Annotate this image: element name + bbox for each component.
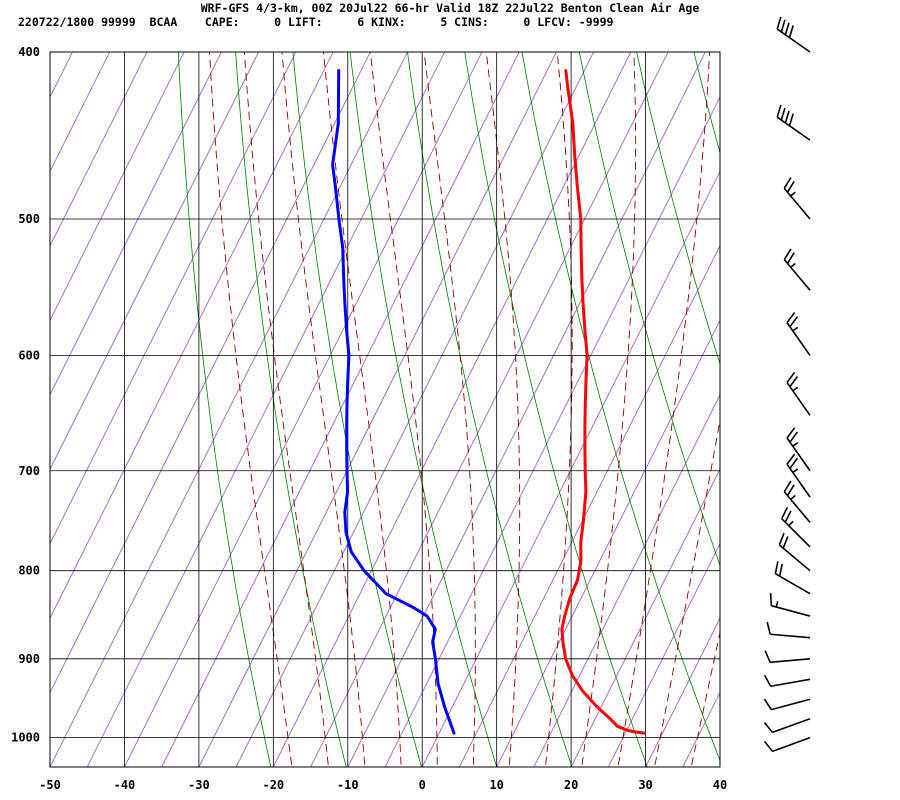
- isotherm-line: [347, 52, 706, 767]
- y-tick-label: 800: [18, 564, 40, 578]
- series-lines: [331, 69, 646, 735]
- y-tick-label: 700: [18, 464, 40, 478]
- x-tick-label: -40: [114, 778, 136, 792]
- isotherm-line: [757, 52, 900, 767]
- y-tick-label: 600: [18, 348, 40, 362]
- moist-adiabat-line: [369, 52, 438, 767]
- wind-barb: [774, 561, 811, 595]
- x-tick-label: -30: [188, 778, 210, 792]
- y-tick-label: 1000: [11, 731, 40, 745]
- dry-adiabat-line: [636, 52, 720, 366]
- wind-barb: [783, 177, 811, 220]
- isotherm-line: [421, 170, 720, 767]
- wind-barb: [786, 453, 811, 498]
- dry-adiabat-line: [798, 14, 900, 775]
- wind-barb: [763, 674, 811, 688]
- moist-adiabat-line: [544, 52, 573, 767]
- wind-barb: [783, 480, 811, 523]
- wind-barb: [763, 717, 811, 734]
- y-tick-label: 900: [18, 652, 40, 666]
- isotherm-line: [50, 52, 222, 396]
- wind-barb: [781, 506, 811, 548]
- wind-barb: [776, 104, 811, 141]
- dry-adiabat-line: [464, 52, 648, 767]
- isotherm-line: [459, 244, 720, 767]
- x-tick-label: -10: [337, 778, 359, 792]
- x-tick-label: -50: [39, 778, 61, 792]
- isotherm-line: [607, 542, 720, 767]
- plot-frame: [49, 51, 721, 768]
- moist-adiabat-line: [281, 52, 366, 767]
- wind-barb: [763, 698, 811, 711]
- isotherm-line: [86, 52, 446, 767]
- x-tick-label: 10: [489, 778, 503, 792]
- temperature-line: [560, 69, 646, 735]
- y-tick-label: 500: [18, 212, 40, 226]
- isotherm-line: [645, 617, 720, 767]
- isotherm-line: [272, 52, 632, 767]
- x-tick-label: 20: [564, 778, 578, 792]
- wind-barb: [776, 16, 811, 53]
- chart-title: WRF-GFS 4/3-km, 00Z 20Jul22 66-hr Valid …: [200, 1, 700, 15]
- isotherm-line: [719, 766, 720, 767]
- moist-adiabat-line: [323, 52, 402, 767]
- isotherm-line: [50, 52, 297, 545]
- moist-adiabat-line: [690, 630, 720, 767]
- sounding-indices: 220722/1800 99999 BCAA CAPE: 0 LIFT: 6 K…: [18, 15, 614, 29]
- wind-barb: [783, 248, 811, 291]
- dry-adiabat-line: [235, 52, 347, 767]
- x-tick-label: 40: [713, 778, 727, 792]
- isotherm-line: [570, 468, 720, 767]
- wind-barb: [763, 736, 811, 753]
- dry-adiabat-line: [177, 52, 272, 767]
- moist-adiabat-line: [485, 52, 521, 767]
- moist-adiabat-line: [243, 52, 329, 767]
- moist-adiabat-line: [617, 52, 711, 767]
- wind-barb: [786, 371, 811, 416]
- dry-adiabat-line: [741, 14, 900, 775]
- wind-barb: [764, 650, 811, 664]
- isotherm-line: [50, 52, 148, 247]
- dry-adiabat-line: [292, 52, 422, 767]
- moist-adiabat-line: [726, 14, 900, 778]
- background-lines: [50, 14, 900, 778]
- x-tick-label: 0: [419, 778, 426, 792]
- isotherm-line: [50, 52, 371, 694]
- dry-adiabat-line: [578, 52, 720, 567]
- dry-adiabat-line: [521, 52, 720, 762]
- moist-adiabat-line: [209, 52, 293, 767]
- isotherm-line: [310, 52, 669, 767]
- wind-barb: [766, 621, 811, 639]
- moist-adiabat-line: [423, 52, 476, 767]
- wind-barb: [786, 427, 811, 472]
- isotherm-line: [50, 52, 408, 767]
- isotherm-line: [198, 52, 557, 767]
- grid-lines: [50, 52, 720, 767]
- dry-adiabat-line: [407, 52, 573, 767]
- isotherm-line: [496, 319, 720, 767]
- isotherm-line: [533, 393, 720, 767]
- isotherm-line: [794, 52, 900, 767]
- y-tick-label: 400: [18, 45, 40, 59]
- isotherm-line: [384, 96, 720, 767]
- wind-barb: [778, 532, 811, 572]
- axis-ticks: -50 -40 -30 -20 -10 0 10 20 30 40 400 500 600 700 800 9…: [11, 45, 727, 792]
- dry-adiabat-line: [854, 14, 900, 775]
- x-tick-label: 30: [638, 778, 652, 792]
- wind-barbs: [763, 16, 811, 753]
- isotherm-line: [124, 52, 483, 767]
- moist-adiabat-line: [654, 417, 720, 767]
- wind-barb: [786, 312, 811, 356]
- dewpoint-line: [331, 69, 456, 735]
- moist-adiabat-line: [581, 52, 637, 767]
- wind-barb: [769, 593, 811, 617]
- x-tick-label: -20: [262, 778, 284, 792]
